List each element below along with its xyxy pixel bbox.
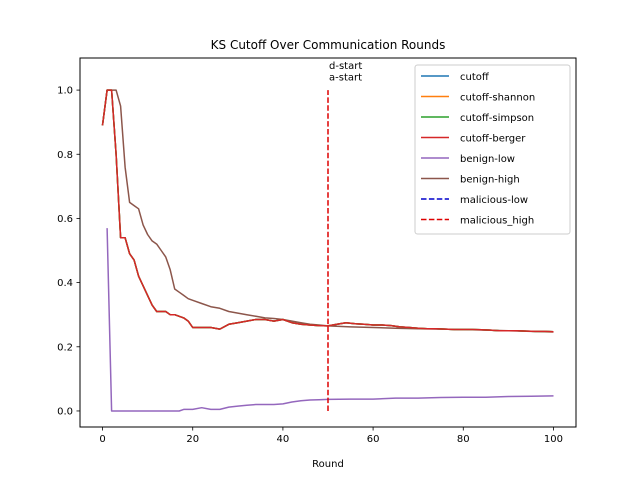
series-line-cutoff-berger — [101, 89, 554, 333]
legend-label-malicious-low: malicious-low — [460, 195, 528, 206]
legend: cutoff cutoff-shannon cutoff-simpson cutoff… — [414, 64, 571, 235]
y-tick-label: 0.2 — [57, 342, 73, 353]
x-tick-label: 0 — [99, 434, 105, 445]
annotation-a-start: a-start — [329, 72, 362, 83]
legend-label-cutoff: cutoff — [460, 72, 490, 83]
y-tick-label: 1.0 — [57, 86, 73, 97]
plot-area — [101, 89, 554, 412]
legend-box — [414, 64, 571, 235]
legend-label-malicious-high: malicious_high — [460, 216, 534, 227]
annotation-d-start: d-start — [329, 61, 362, 72]
x-tick-label: 80 — [457, 434, 470, 445]
x-tick-label: 20 — [186, 434, 199, 445]
legend-label-cutoff-berger: cutoff-berger — [460, 134, 526, 145]
legend-label-benign-low: benign-low — [460, 154, 515, 165]
y-tick-label: 0.0 — [57, 406, 73, 417]
y-tick-label: 0.8 — [57, 150, 73, 161]
x-tick-label: 60 — [367, 434, 380, 445]
y-tick-label: 0.4 — [57, 278, 73, 289]
series-line-benign-high — [101, 89, 554, 333]
legend-label-cutoff-simpson: cutoff-simpson — [460, 113, 534, 124]
series-line-benign-low — [106, 228, 554, 412]
legend-label-benign-high: benign-high — [460, 175, 520, 186]
chart-title: KS Cutoff Over Communication Rounds — [211, 38, 446, 52]
y-tick-label: 0.6 — [57, 214, 73, 225]
axes-frame — [79, 57, 577, 428]
x-tick-label: 40 — [277, 434, 290, 445]
x-axis-label: Round — [312, 459, 344, 470]
x-tick-label: 100 — [544, 434, 563, 445]
axis-ticks: 0 20 40 60 80 100 0.0 0.2 0.4 0.6 0.8 1.0 — [57, 86, 563, 445]
legend-label-cutoff-shannon: cutoff-shannon — [460, 93, 535, 104]
